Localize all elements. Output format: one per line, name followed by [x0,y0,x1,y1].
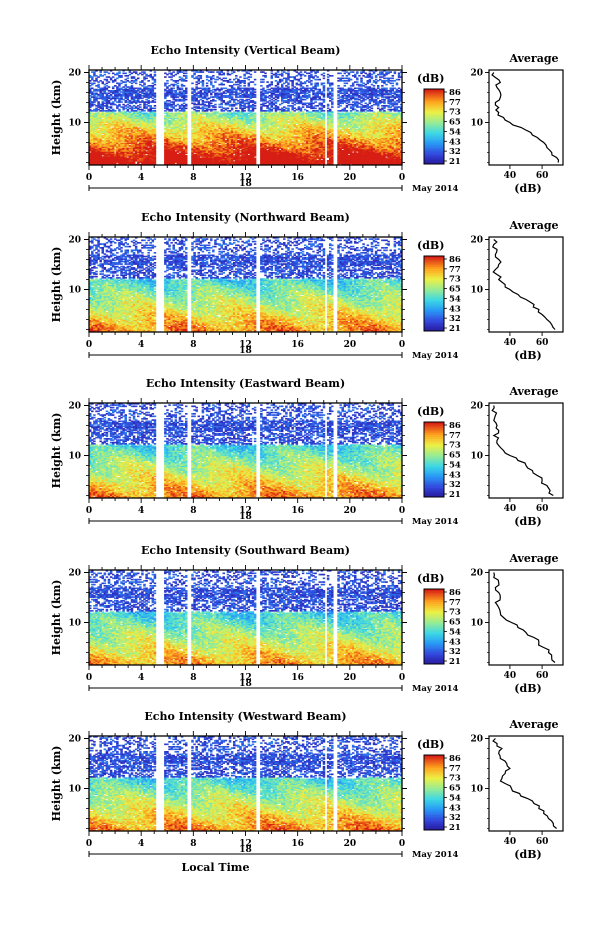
echo-intensity-figure: Echo Intensity (Vertical Beam)2010Height… [0,0,616,929]
heatmap-cells [89,70,402,165]
panel-title: Echo Intensity (Vertical Beam) [150,44,340,57]
beam-panel-0: Echo Intensity (Vertical Beam)2010Height… [50,44,563,195]
